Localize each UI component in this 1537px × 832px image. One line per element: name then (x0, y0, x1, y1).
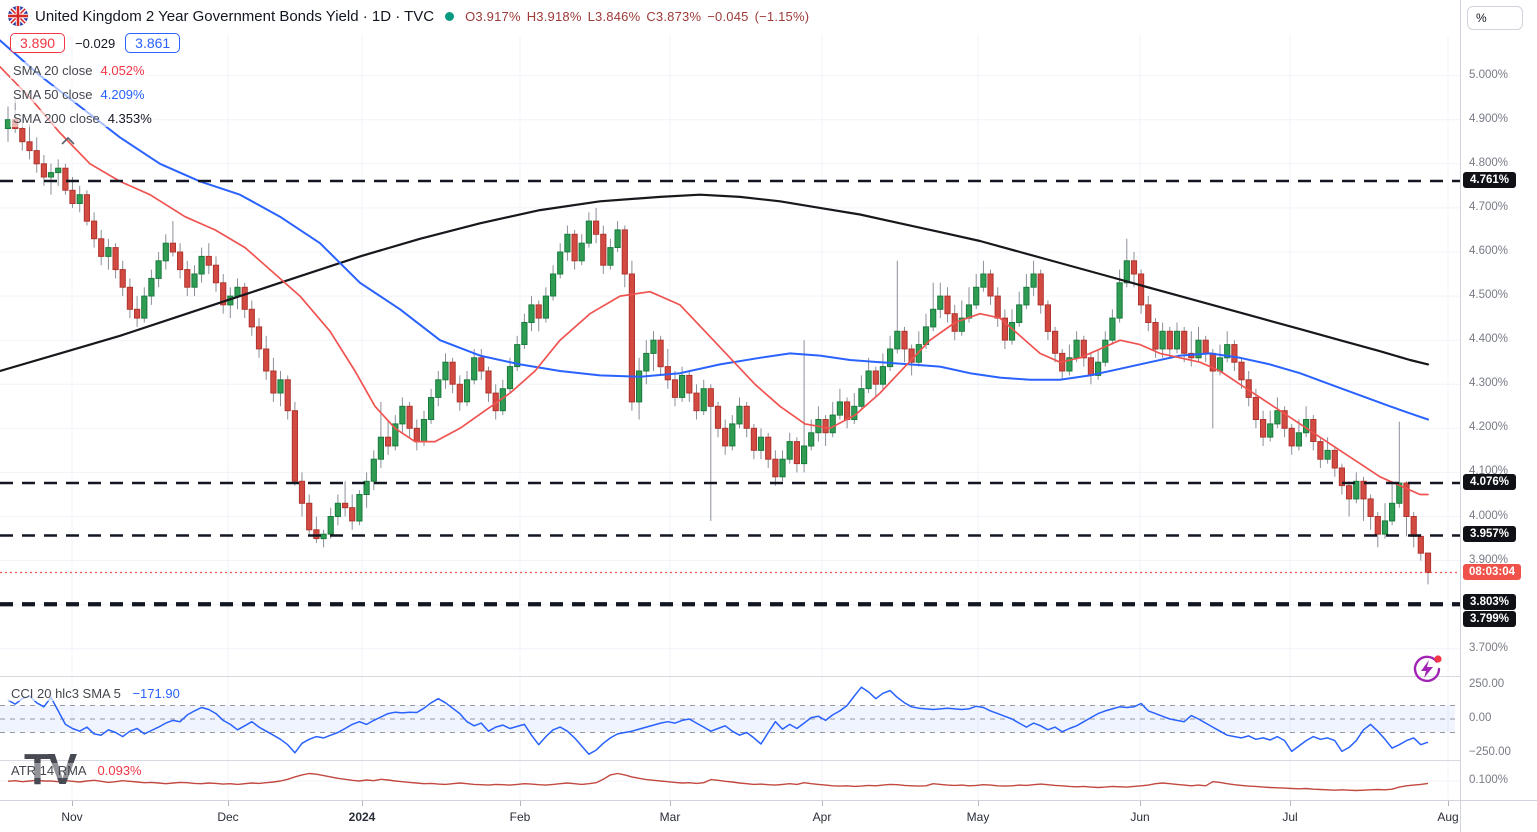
level-price-label: 4.761% (1463, 172, 1517, 188)
level-price-label: 3.803% (1463, 594, 1517, 611)
symbol-title[interactable]: United Kingdom 2 Year Government Bonds Y… (35, 7, 435, 25)
time-label-jul[interactable]: Jul (1282, 810, 1298, 824)
time-tick (1290, 801, 1291, 806)
ohlc-low: L3.846% (587, 8, 641, 24)
sma20-value: 4.052% (100, 63, 145, 78)
ohlc-open: O3.917% (465, 8, 521, 24)
chart-canvas[interactable] (0, 0, 1460, 799)
pane-divider-cci[interactable] (0, 676, 1537, 677)
level-price-label: 3.957% (1463, 526, 1517, 543)
price-axis[interactable]: % 5.000% 4.900% 4.800% 4.700% 4.600% 4.500% 4.… (1461, 0, 1537, 800)
bar-countdown-label: 08:03:04 (1463, 563, 1522, 580)
legend-sma20[interactable]: SMA 20 close 4.052% (10, 62, 148, 79)
axis-divider[interactable] (1460, 0, 1461, 832)
ohlc-change: −0.045 (707, 8, 749, 24)
symbol-header: United Kingdom 2 Year Government Bonds Y… (8, 6, 815, 26)
price-tick-label: 4.400% (1469, 333, 1509, 346)
time-label-dec[interactable]: Dec (217, 810, 239, 824)
pane-divider-atr[interactable] (0, 760, 1537, 761)
cci-tick-label: 0.00 (1469, 712, 1492, 724)
atr-label: ATR 14 RMA (11, 763, 86, 778)
atr-tick-label: 0.100% (1469, 774, 1509, 786)
time-label-aug[interactable]: Aug (1437, 810, 1459, 824)
time-label-nov[interactable]: Nov (61, 810, 83, 824)
time-tick (72, 801, 73, 806)
sma50-label: SMA 50 close (13, 87, 93, 102)
quote-row: 3.890 −0.029 3.861 (10, 33, 181, 53)
time-label-apr[interactable]: Apr (812, 810, 832, 824)
time-tick (978, 801, 979, 806)
buy-price-button[interactable]: 3.861 (125, 33, 181, 53)
ohlc-close: C3.873% (646, 8, 702, 24)
price-tick-label: 5.000% (1469, 68, 1509, 81)
price-tick-label: 3.900% (1469, 553, 1509, 566)
price-tick-label: 4.500% (1469, 289, 1509, 302)
flash-alert-icon[interactable] (1408, 650, 1446, 688)
price-tick-label: 4.300% (1469, 377, 1509, 390)
price-tick-label: 3.700% (1469, 641, 1509, 654)
cci-value: −171.90 (132, 686, 180, 701)
price-tick-label: 4.700% (1469, 200, 1509, 213)
price-tick-label: 4.000% (1469, 509, 1509, 522)
time-label-2024[interactable]: 2024 (348, 810, 376, 824)
ohlc-change-pct: (−1.15%) (754, 8, 810, 24)
cci-tick-label: −250.00 (1469, 745, 1511, 758)
chevron-up-icon[interactable] (58, 134, 78, 148)
legend-cci[interactable]: CCI 20 hlc3 SMA 5 −171.90 (8, 686, 183, 701)
sell-price-button[interactable]: 3.890 (10, 33, 66, 53)
cci-tick-label: 250.00 (1469, 678, 1505, 691)
axis-unit-button[interactable]: % (1467, 6, 1523, 30)
time-label-mar[interactable]: Mar (659, 810, 681, 824)
time-label-may[interactable]: May (966, 810, 990, 824)
price-tick-label: 4.800% (1469, 156, 1509, 169)
atr-value: 0.093% (97, 763, 142, 778)
sma200-value: 4.353% (107, 111, 152, 126)
ohlc-high: H3.918% (526, 8, 582, 24)
cci-label: CCI 20 hlc3 SMA 5 (11, 686, 121, 701)
legend-atr[interactable]: ATR 14 RMA 0.093% (8, 763, 145, 778)
price-tick-label: 4.600% (1469, 244, 1509, 257)
price-tick-label: 4.900% (1469, 112, 1509, 125)
sma200-label: SMA 200 close (13, 111, 100, 126)
sma20-label: SMA 20 close (13, 63, 93, 78)
legend-sma50[interactable]: SMA 50 close 4.209% (10, 86, 148, 103)
sma50-value: 4.209% (100, 87, 145, 102)
time-tick (822, 801, 823, 806)
market-status-icon[interactable] (445, 11, 455, 21)
time-label-jun[interactable]: Jun (1130, 810, 1150, 824)
spread-value: −0.029 (75, 35, 116, 51)
uk-flag-icon (8, 6, 28, 26)
time-tick (670, 801, 671, 806)
level-price-label: 3.799% (1463, 611, 1517, 628)
time-tick (362, 801, 363, 806)
time-tick (520, 801, 521, 806)
time-axis[interactable]: Nov Dec 2024 Feb Mar Apr May Jun Jul Aug (0, 800, 1537, 832)
legend-sma200[interactable]: SMA 200 close 4.353% (10, 110, 155, 127)
level-price-label: 4.076% (1463, 474, 1517, 491)
tradingview-watermark: TV (24, 745, 77, 794)
time-tick (1140, 801, 1141, 806)
price-tick-label: 4.200% (1469, 421, 1509, 434)
time-tick (228, 801, 229, 806)
ohlc-readout: O3.917% H3.918% L3.846% C3.873% −0.045 (−1.15… (465, 9, 815, 24)
time-label-feb[interactable]: Feb (509, 810, 531, 824)
time-tick (1448, 801, 1449, 806)
